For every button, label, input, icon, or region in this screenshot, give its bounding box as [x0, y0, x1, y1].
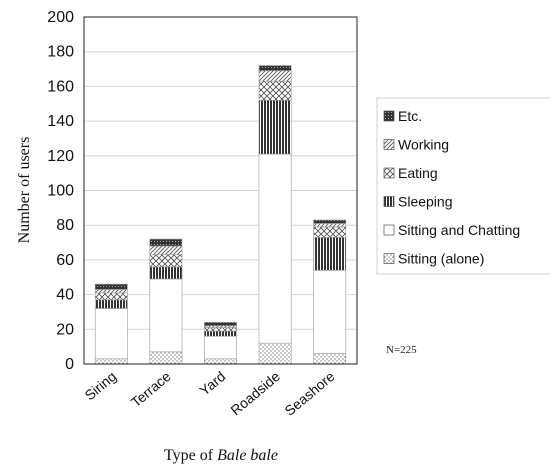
legend-frame [376, 97, 550, 275]
legend-label: Eating [398, 165, 438, 181]
y-tick-label: 140 [47, 113, 74, 130]
x-axis-title-prefix: Type of [164, 447, 217, 464]
legend-swatch [383, 196, 395, 207]
bar-segment [313, 226, 347, 238]
bar-segment [313, 270, 347, 354]
x-tick-label: Siring [82, 368, 120, 403]
x-tick-label: Terrace [128, 368, 174, 410]
y-axis-title: Number of users [16, 137, 33, 244]
legend-swatch [383, 253, 395, 264]
bar-segment [258, 153, 292, 344]
bar-segment [258, 99, 292, 155]
bar-segment [204, 358, 237, 365]
x-tick-label: Yard [196, 368, 228, 399]
y-tick-label: 120 [47, 148, 74, 165]
y-tick-label: 100 [47, 183, 74, 200]
bar-segment [258, 65, 292, 72]
bar-segment [204, 330, 237, 337]
legend-label: Sitting and Chatting [398, 222, 520, 238]
bar-segment [149, 254, 183, 268]
bar-segment [94, 289, 128, 294]
bar-segment [204, 322, 237, 327]
legend-label: Working [398, 137, 449, 153]
bar-segment [94, 358, 128, 365]
bar-segment [313, 237, 347, 271]
y-tick-label: 180 [47, 44, 74, 61]
bars [94, 65, 347, 365]
y-tick-label: 160 [47, 78, 74, 95]
y-tick-label: 40 [56, 287, 74, 304]
bar-segment [149, 278, 183, 353]
y-tick-label: 80 [56, 217, 74, 234]
bar-segment [94, 283, 128, 290]
bar-segment [204, 327, 237, 332]
bar-segment [258, 80, 292, 101]
bar-segment [149, 238, 183, 247]
y-tick-label: 60 [56, 252, 74, 269]
bar-segment [258, 342, 292, 365]
bar-segment [149, 351, 183, 365]
y-tick-label: 200 [47, 9, 74, 26]
bar-segment [94, 292, 128, 301]
legend-swatch [383, 167, 395, 179]
bar-segment [313, 353, 347, 365]
x-axis-title-italic: Bale bale [217, 447, 278, 464]
y-tick-label: 0 [65, 356, 74, 373]
bar-segment [94, 308, 128, 360]
y-tick-label: 20 [56, 321, 74, 338]
plot-frame [83, 16, 358, 365]
bar-segment [149, 245, 183, 255]
legend-label: Etc. [398, 108, 422, 124]
legend-swatch [383, 139, 395, 150]
x-tick-label: Seashore [281, 368, 337, 419]
y-tick-labels: 0 20 40 60 80 100 120 140 160 180 200 [47, 9, 74, 373]
legend-label: Sleeping [398, 194, 453, 210]
x-tick-label: Roadside [227, 368, 283, 418]
bar-segment [313, 223, 347, 228]
bar-segment [313, 219, 347, 224]
bar-segment [258, 70, 292, 82]
bar-segment [94, 299, 128, 309]
sample-size-note: N=225 [386, 344, 417, 356]
x-axis-title: Type of Bale bale [164, 447, 278, 464]
bar-segment [204, 335, 237, 360]
bar-segment [149, 266, 183, 280]
legend-swatch [383, 110, 395, 122]
legend: Etc. Working Eating Sleeping Sitting and Cha… [376, 97, 550, 275]
legend-swatch [383, 224, 395, 236]
legend-label: Sitting (alone) [398, 251, 484, 267]
